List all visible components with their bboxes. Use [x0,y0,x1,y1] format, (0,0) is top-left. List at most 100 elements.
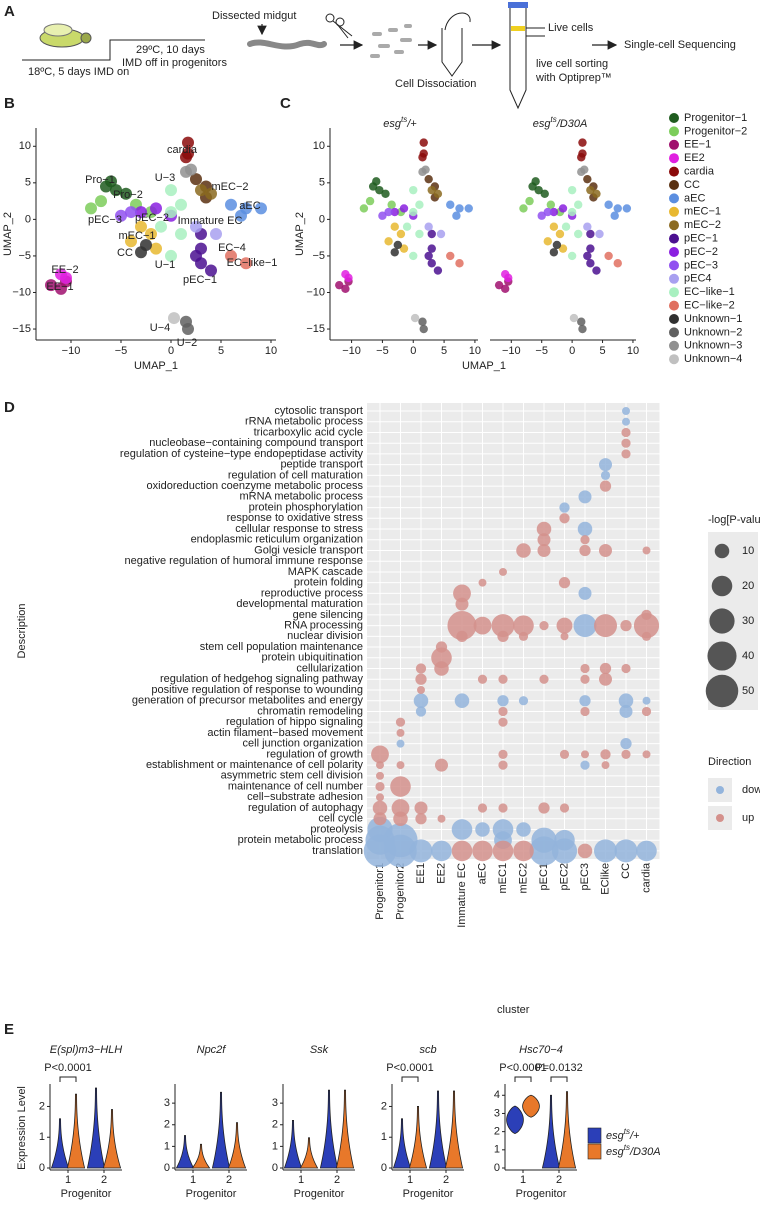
dot [580,663,590,674]
cluster-point [424,251,433,261]
legend-swatch [669,340,679,351]
cluster-label: pEC−1 [183,274,217,286]
legend-swatch [669,354,679,365]
legend-title: Direction [708,756,751,768]
cluster-point [165,206,177,219]
dot [636,840,657,862]
cluster-label: Pro−1 [85,174,115,186]
x-tick-label: Progenitor1 [374,863,386,920]
cluster-point [427,259,436,268]
cluster-point [540,189,549,198]
cluster-point [433,189,443,198]
legend-swatch [669,327,679,338]
y-tick-label: cell cycle [318,813,363,825]
step-text: live cell sorting [536,58,608,70]
legend-label: Unknown−1 [684,313,742,325]
cluster-point [240,257,252,270]
violin [66,1093,86,1169]
x-tick-label: EClike [599,863,611,895]
violin [408,1106,428,1169]
cluster-label: U−1 [155,259,176,271]
cluster-point [501,284,510,294]
dot [415,673,427,685]
cluster-point [604,200,613,209]
dot [641,706,652,717]
cluster-point [543,207,552,217]
dot [473,616,492,635]
y-tick-label: 5 [319,177,325,189]
dot [516,822,531,837]
y-axis-title: UMAP_2 [2,212,14,256]
y-tick-label: developmental maturation [236,598,363,610]
legend-label: EE−1 [684,139,711,151]
dot [376,761,384,770]
cluster-point [549,207,559,217]
cluster-point [586,185,595,195]
dot [594,614,617,638]
violin [50,1118,70,1169]
fly-head [80,32,92,44]
cluster-point [390,222,399,231]
cluster-point [427,185,436,195]
x-tick-label: 2 [101,1174,107,1186]
y-tick-label: regulation of cell maturation [228,469,363,481]
dot [600,470,611,480]
panel-title: esgts/+ [383,115,417,130]
dot [396,739,405,748]
cluster-point [359,204,369,213]
dot [498,717,508,727]
violin [283,1120,303,1169]
cluster-point [390,207,399,217]
dot [415,706,427,717]
legend-label: mEC−1 [684,206,721,218]
y-tick-label: −15 [306,323,325,335]
dot [622,417,630,426]
cluster-point [552,240,562,250]
legend-label: aEC [684,192,705,204]
dot [492,840,514,862]
violin [335,1089,355,1169]
step-text: 18ºC, 5 days IMD on [28,66,129,78]
cells-icon [370,24,412,58]
legend-label: Unknown−3 [684,340,742,352]
dot [498,760,508,770]
cluster-point [577,153,586,162]
cluster-point [583,251,592,261]
dot [498,803,508,813]
cluster-point [150,242,162,255]
dot [498,674,508,684]
cluster-point [190,249,202,262]
panel-label: B [4,95,15,112]
dot [578,490,592,504]
cluster-point [446,251,455,261]
cluster-point [519,204,528,213]
dot [622,407,630,415]
cluster-point [569,313,579,323]
cluster-point [60,271,72,284]
legend-swatch [669,139,679,150]
y-tick-label: 2 [164,1119,170,1131]
dot [417,685,425,694]
dot [539,621,549,631]
cluster-point [145,228,157,240]
dot [621,663,631,674]
dot [396,761,405,770]
cluster-point [409,185,418,195]
dot [375,781,385,792]
cluster-point [578,138,587,147]
y-axis-title: UMAP_2 [294,212,306,256]
cluster-point [225,198,237,211]
legend-label: 20 [742,580,754,592]
panel-label: A [4,3,15,20]
cluster-point [595,229,604,239]
dot [620,619,632,632]
x-tick-label: 5 [441,345,447,357]
y-tick-label: cellularization [296,662,363,674]
y-tick-label: 0 [25,213,31,225]
cluster-point [335,280,344,290]
violin [191,1143,211,1169]
x-tick-label: −5 [376,345,389,357]
scissors-icon [325,13,353,39]
dot [415,663,427,674]
